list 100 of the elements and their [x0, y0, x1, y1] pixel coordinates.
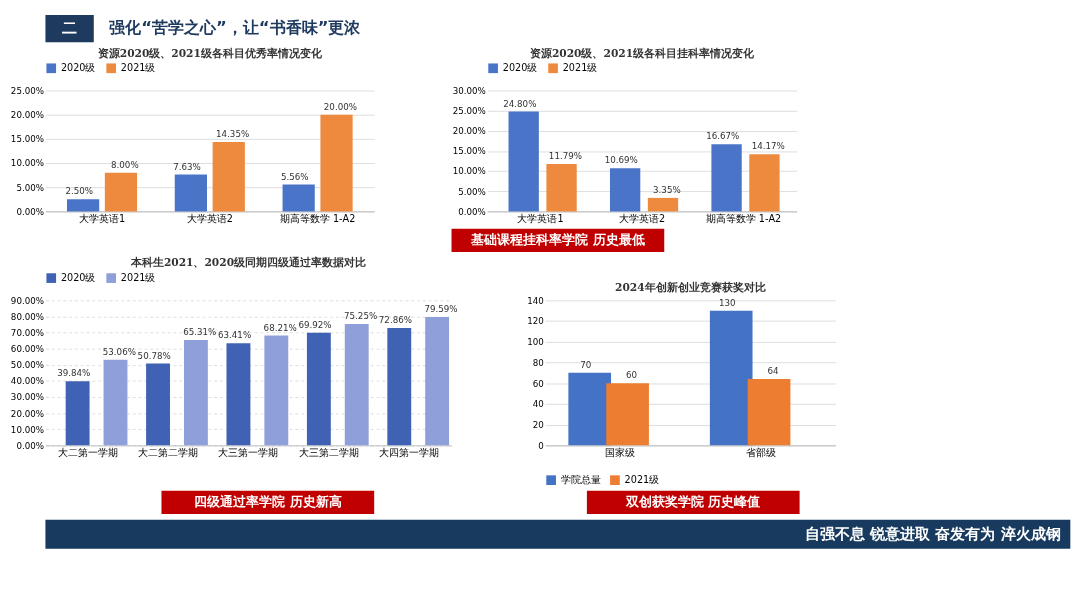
y-tick-label: 5.00% — [458, 186, 486, 197]
legend-label: 2021级 — [120, 62, 156, 74]
x-tick-label: 大学英语1 — [517, 212, 564, 224]
y-tick-label: 60 — [532, 378, 544, 389]
text: 基础课程挂科率学院 历史最低 — [470, 232, 645, 248]
bar — [264, 335, 289, 446]
text: 双创获奖学院 历史峰值 — [625, 494, 761, 510]
data-label: 10.69% — [604, 155, 638, 166]
data-label: 70 — [580, 360, 592, 371]
bar — [282, 184, 315, 212]
bar — [609, 168, 641, 212]
data-label: 14.35% — [216, 129, 250, 140]
bar — [508, 111, 539, 212]
data-label: 63.41% — [218, 330, 252, 341]
data-label: 5.56% — [280, 171, 309, 182]
y-tick-label: 0.00% — [458, 206, 486, 217]
text: 四级通过率学院 历史新高 — [194, 494, 342, 510]
data-label: 2.50% — [65, 186, 94, 197]
y-tick-label: 10.00% — [10, 158, 44, 169]
data-label: 72.86% — [378, 315, 412, 326]
data-label: 20.00% — [323, 101, 357, 112]
data-label: 53.06% — [102, 347, 136, 358]
y-tick-label: 40 — [532, 399, 544, 410]
bar — [647, 197, 679, 212]
y-tick-label: 140 — [527, 295, 544, 306]
y-tick-label: 20 — [532, 420, 544, 431]
bar — [709, 310, 753, 446]
x-tick-label: 大三第二学期 — [298, 446, 359, 458]
data-label: 39.84% — [57, 368, 91, 379]
y-tick-label: 10.00% — [10, 424, 44, 435]
data-label: 14.17% — [751, 141, 785, 152]
data-label: 65.31% — [183, 327, 217, 338]
x-tick-label: 大学英语2 — [186, 212, 233, 224]
x-tick-label: 大二第一学期 — [57, 446, 118, 458]
x-tick-label: 大二第二学期 — [138, 446, 199, 458]
data-label: 64 — [767, 366, 779, 377]
bar — [174, 174, 207, 212]
x-tick-label: 大学英语1 — [78, 212, 126, 224]
bar — [546, 163, 577, 212]
x-tick-label: 大三第一学期 — [218, 446, 279, 458]
data-label: 79.59% — [424, 304, 458, 315]
legend-label: 2021级 — [120, 272, 156, 283]
y-tick-label: 120 — [527, 316, 544, 327]
y-tick-label: 100 — [527, 337, 544, 348]
y-tick-label: 25.00% — [10, 85, 44, 96]
data-label: 3.35% — [653, 185, 681, 196]
y-tick-label: 20.00% — [452, 126, 486, 137]
y-tick-label: 15.00% — [10, 134, 44, 145]
y-tick-label: 10.00% — [452, 166, 486, 177]
bar — [183, 340, 208, 446]
y-tick-label: 20.00% — [10, 408, 44, 419]
legend-label: 2020级 — [502, 62, 538, 74]
data-label: 8.00% — [111, 159, 139, 170]
y-tick-label: 70.00% — [10, 327, 44, 338]
bar — [306, 332, 331, 446]
bar — [65, 381, 90, 446]
y-tick-label: 0.00% — [16, 440, 44, 451]
x-tick-label: 大学英语2 — [618, 212, 666, 224]
data-label: 130 — [719, 297, 736, 308]
x-tick-label: 国家级 — [604, 446, 635, 458]
data-label: 75.25% — [344, 311, 378, 322]
data-label: 24.80% — [503, 98, 537, 109]
text: 二 — [62, 19, 78, 38]
y-tick-label: 25.00% — [452, 106, 486, 117]
data-label: 11.79% — [548, 151, 582, 162]
data-label: 68.21% — [263, 322, 297, 333]
legend-label: 2021级 — [562, 62, 598, 74]
y-tick-label: 15.00% — [452, 146, 486, 157]
y-tick-label: 90.00% — [10, 295, 44, 306]
y-tick-label: 30.00% — [452, 85, 486, 96]
x-tick-label: 省部级 — [746, 446, 777, 458]
bar — [749, 154, 780, 212]
bar — [226, 343, 251, 446]
data-label: 69.92% — [298, 319, 332, 330]
chart-title: 资源2020级、2021级各科目优秀率情况变化 — [97, 46, 323, 60]
legend-label: 2020级 — [60, 62, 96, 74]
x-tick-label: 期高等数学 1-A2 — [705, 212, 782, 224]
chart-title: 本科生2021、2020级同期四级通过率数据对比 — [129, 256, 367, 270]
bar — [104, 172, 138, 212]
bar — [66, 199, 100, 212]
chart-title: 资源2020级、2021级各科目挂科率情况变化 — [529, 46, 756, 60]
bar — [344, 324, 369, 446]
x-tick-label: 期高等数学 1-A2 — [279, 212, 356, 224]
bar — [320, 114, 353, 212]
data-label: 7.63% — [173, 161, 201, 172]
chart-title: 2024年创新创业竞赛获奖对比 — [615, 280, 766, 294]
data-label: 60 — [625, 370, 637, 381]
data-label: 16.67% — [706, 131, 740, 142]
legend-label: 2021级 — [624, 474, 660, 486]
y-tick-label: 80.00% — [10, 311, 44, 322]
bar — [103, 359, 128, 446]
y-tick-label: 50.00% — [10, 360, 44, 371]
y-tick-label: 30.00% — [10, 392, 44, 403]
bar — [212, 142, 245, 212]
bar — [606, 383, 649, 446]
bar — [387, 327, 412, 446]
text: 强化“苦学之心”，让“书香味”更浓 — [109, 18, 362, 38]
y-tick-label: 5.00% — [16, 182, 44, 193]
legend-label: 学院总量 — [560, 474, 601, 486]
y-tick-label: 60.00% — [10, 344, 44, 355]
